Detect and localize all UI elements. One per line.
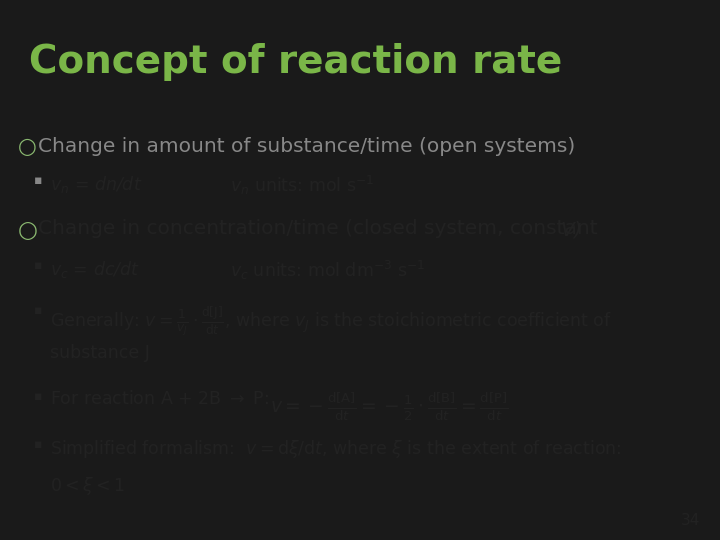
Text: Generally: $v = \frac{1}{v_J} \cdot \frac{\mathrm{d[J]}}{\mathrm{d}t}$, where $v: Generally: $v = \frac{1}{v_J} \cdot \fra… xyxy=(50,305,612,338)
Text: ▪: ▪ xyxy=(34,305,42,318)
Text: $v = -\frac{\mathrm{d[A]}}{\mathrm{d}t} = -\frac{1}{2} \cdot \frac{\mathrm{d[B]}: $v = -\frac{\mathrm{d[A]}}{\mathrm{d}t} … xyxy=(270,389,508,422)
Text: Concept of reaction rate: Concept of reaction rate xyxy=(29,43,562,81)
Text: $v_c$ units: mol dm$^{-3}$ s$^{-1}$: $v_c$ units: mol dm$^{-3}$ s$^{-1}$ xyxy=(230,259,425,282)
Text: For reaction A + 2B $\rightarrow$ P:: For reaction A + 2B $\rightarrow$ P: xyxy=(50,389,269,408)
Text: ▪: ▪ xyxy=(34,438,42,451)
Text: Change in amount of substance/time (open systems): Change in amount of substance/time (open… xyxy=(38,137,575,156)
Text: Change in concentration/time (closed system, constant: Change in concentration/time (closed sys… xyxy=(38,219,604,238)
Text: ○: ○ xyxy=(18,219,38,242)
Text: $v_n$ units: mol s$^{-1}$: $v_n$ units: mol s$^{-1}$ xyxy=(230,174,374,197)
Text: ○: ○ xyxy=(18,137,37,157)
Text: $v_c$ = d$c$/d$t$: $v_c$ = d$c$/d$t$ xyxy=(50,259,140,280)
Text: ▪: ▪ xyxy=(34,259,42,272)
Text: ▪: ▪ xyxy=(34,174,42,187)
Text: $0 < \xi < 1$: $0 < \xi < 1$ xyxy=(50,475,125,497)
Text: Simplified formalism:  $v = \mathrm{d}\xi/\mathrm{d}t$, where $\xi$ is the exten: Simplified formalism: $v = \mathrm{d}\xi… xyxy=(50,438,621,460)
Text: $V$): $V$) xyxy=(560,219,582,240)
Text: 34: 34 xyxy=(680,513,700,528)
Text: substance J: substance J xyxy=(50,345,150,362)
Text: $v_n$ = d$n$/d$t$: $v_n$ = d$n$/d$t$ xyxy=(50,174,143,195)
Text: ▪: ▪ xyxy=(34,389,42,403)
